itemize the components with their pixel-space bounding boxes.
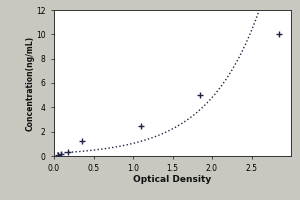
Y-axis label: Concentration(ng/mL): Concentration(ng/mL) [26, 35, 35, 131]
X-axis label: Optical Density: Optical Density [134, 175, 212, 184]
